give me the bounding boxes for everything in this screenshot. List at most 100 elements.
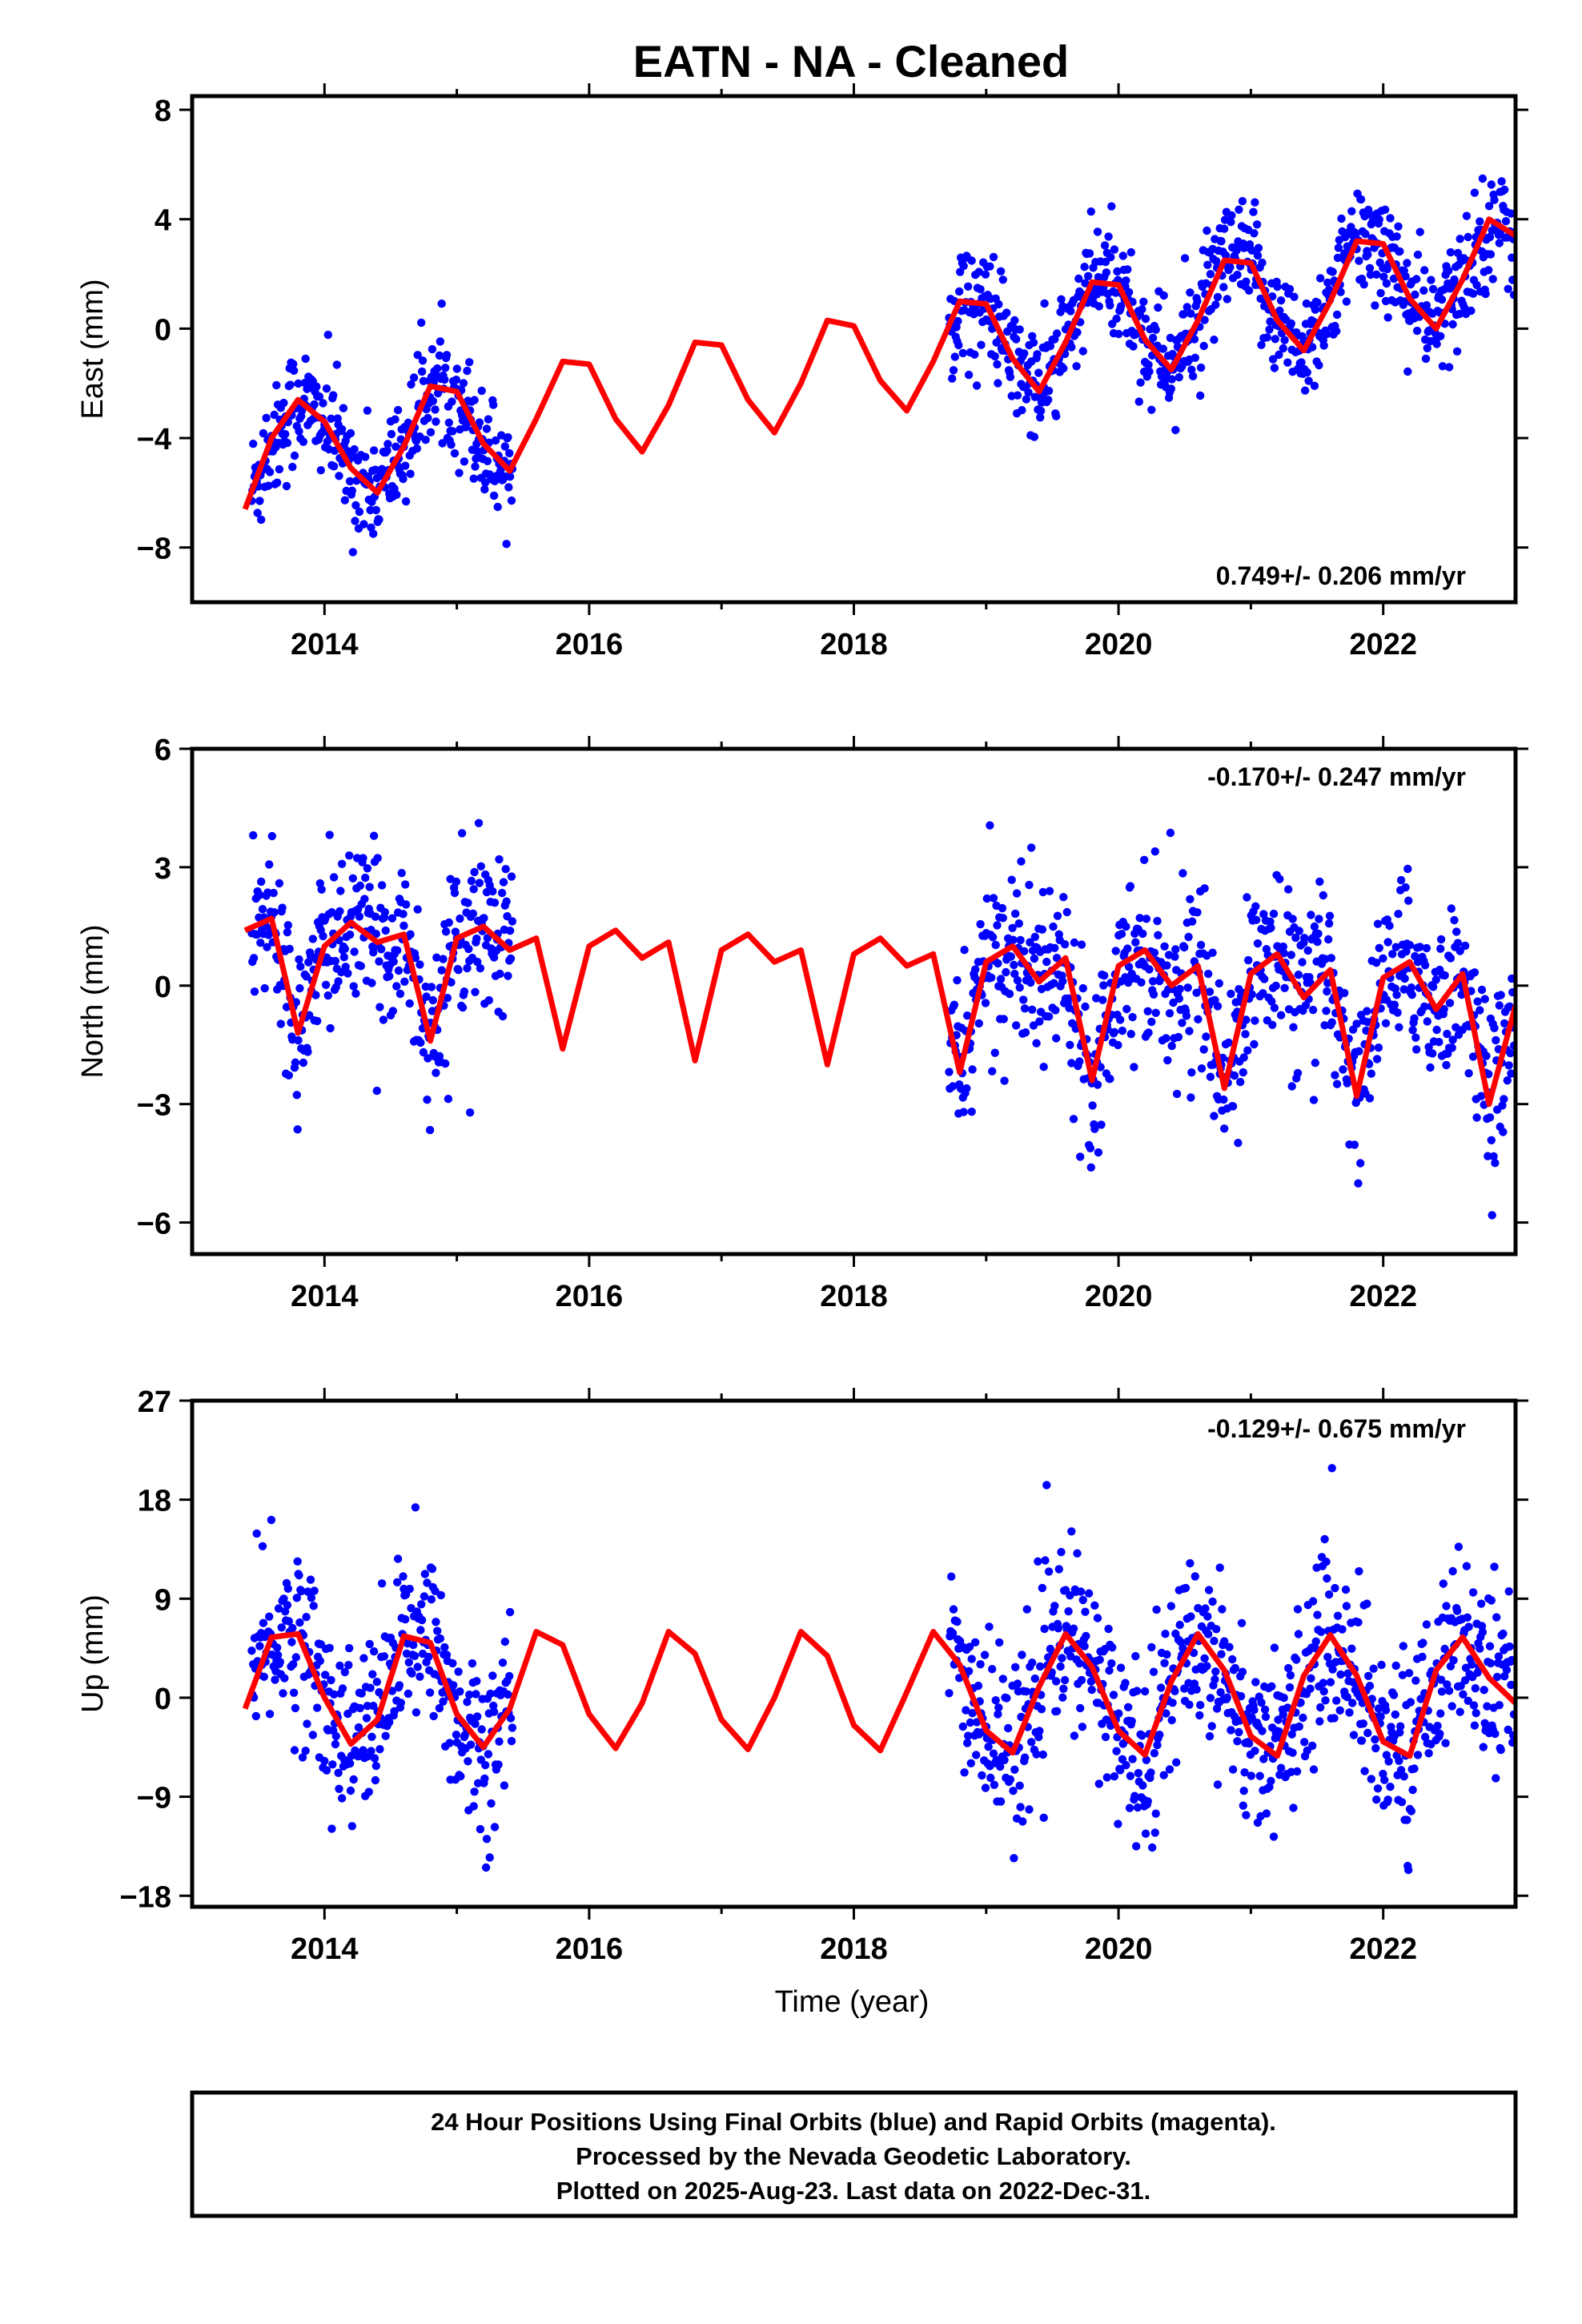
data-point: [1190, 335, 1199, 344]
data-point: [1442, 1602, 1451, 1610]
data-point: [1390, 1000, 1399, 1009]
data-point: [1138, 305, 1146, 314]
x-tick-label: 2022: [1349, 628, 1417, 661]
data-point: [1400, 297, 1409, 306]
data-point: [423, 1096, 432, 1104]
data-point: [1038, 925, 1047, 934]
data-point: [441, 364, 450, 372]
data-point: [1178, 869, 1187, 878]
data-point: [1171, 945, 1180, 954]
data-point: [331, 1731, 340, 1741]
data-point: [1332, 1080, 1342, 1088]
data-point: [1404, 1669, 1414, 1678]
data-point: [377, 945, 386, 954]
data-point: [443, 994, 452, 1003]
data-point: [424, 1652, 433, 1662]
data-point: [441, 927, 451, 936]
data-point: [333, 414, 342, 423]
data-point: [504, 971, 512, 980]
data-point: [1109, 1691, 1118, 1699]
data-point: [1403, 367, 1412, 376]
data-point: [371, 505, 380, 515]
data-point: [1295, 1722, 1304, 1731]
data-point: [359, 520, 368, 529]
data-point: [385, 971, 394, 981]
data-point: [393, 1578, 402, 1587]
data-point: [1167, 1715, 1176, 1725]
data-point: [1143, 1007, 1152, 1016]
data-point: [1411, 1676, 1420, 1685]
data-point: [341, 963, 350, 971]
data-point: [270, 908, 279, 917]
data-point: [345, 851, 354, 860]
data-point: [1186, 1612, 1195, 1621]
data-point: [1192, 1685, 1201, 1694]
data-point: [1287, 1730, 1296, 1739]
data-point: [1090, 1124, 1099, 1133]
data-point: [481, 1863, 491, 1872]
data-point: [1215, 1563, 1224, 1572]
data-point: [1276, 1763, 1286, 1772]
data-point: [1483, 1702, 1492, 1711]
data-point: [1323, 329, 1331, 339]
data-point: [1380, 1775, 1389, 1784]
data-point: [431, 405, 440, 414]
data-point: [1228, 1655, 1237, 1664]
data-point: [1199, 1045, 1208, 1054]
data-point: [336, 887, 345, 895]
data-point: [363, 864, 372, 873]
data-point: [334, 977, 343, 986]
data-point: [963, 1011, 972, 1020]
data-point: [1166, 828, 1175, 838]
data-point: [1010, 969, 1019, 979]
data-point: [965, 1642, 974, 1651]
final-orbit-points: [247, 818, 1516, 1220]
data-point: [1020, 349, 1029, 358]
data-point: [1154, 303, 1162, 312]
data-point: [960, 1768, 969, 1777]
data-point: [504, 483, 513, 492]
data-point: [313, 1703, 322, 1712]
data-point: [1271, 335, 1280, 344]
data-point: [1227, 218, 1235, 227]
data-point: [1161, 1630, 1170, 1638]
data-point: [1165, 1765, 1174, 1774]
data-point: [1322, 1007, 1331, 1015]
data-point: [1356, 195, 1366, 204]
data-point: [988, 1067, 997, 1076]
data-point: [1391, 1661, 1400, 1671]
data-point: [249, 440, 258, 448]
data-point: [335, 907, 344, 916]
data-point: [1118, 251, 1128, 260]
data-point: [1196, 940, 1206, 950]
data-point: [1026, 978, 1035, 987]
data-point: [1058, 1693, 1067, 1702]
data-point: [1129, 342, 1138, 351]
data-point: [1032, 1750, 1041, 1759]
data-point: [1490, 195, 1499, 204]
data-point: [466, 1740, 476, 1749]
data-point: [1242, 277, 1251, 286]
data-point: [1039, 1813, 1048, 1822]
data-point: [1240, 1768, 1249, 1777]
data-point: [439, 1697, 448, 1706]
data-point: [340, 496, 349, 505]
data-point: [315, 1656, 324, 1666]
data-point: [381, 926, 390, 935]
data-point: [369, 446, 379, 455]
data-point: [1454, 1542, 1464, 1551]
data-point: [347, 486, 356, 495]
data-point: [489, 1701, 498, 1711]
data-point: [249, 830, 258, 840]
data-point: [455, 468, 464, 477]
data-point: [1147, 1017, 1156, 1027]
data-point: [1375, 943, 1384, 953]
data-point: [1202, 1032, 1211, 1041]
data-point: [1266, 917, 1275, 927]
y-tick-label: 0: [155, 1683, 171, 1716]
data-point: [1323, 979, 1332, 987]
data-point: [1327, 1018, 1336, 1027]
data-point: [1144, 1028, 1153, 1037]
data-point: [990, 1048, 1000, 1057]
data-point: [1206, 1072, 1215, 1081]
